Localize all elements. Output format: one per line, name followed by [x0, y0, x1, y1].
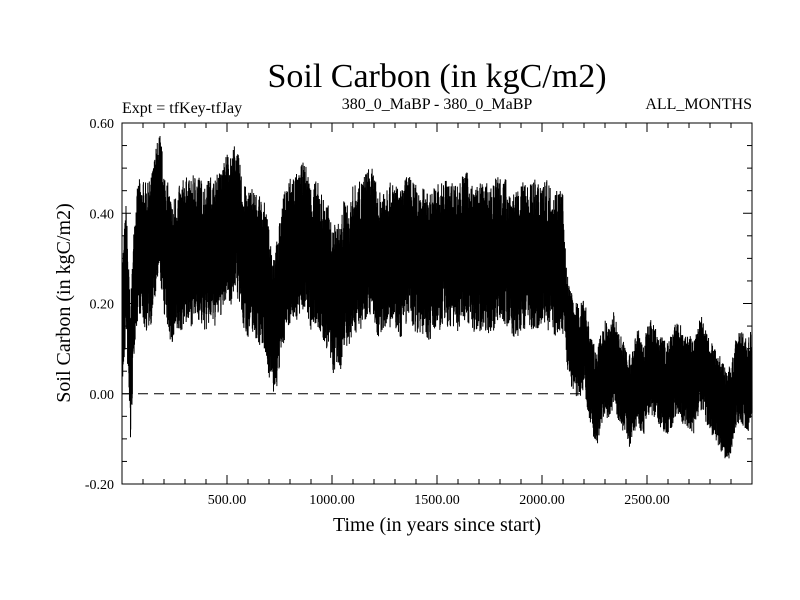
x-tick-label: 500.00 — [208, 493, 247, 508]
y-tick-label: -0.20 — [85, 478, 114, 493]
chart-title: Soil Carbon (in kgC/m2) — [267, 58, 606, 95]
y-tick-label: 0.60 — [90, 117, 115, 132]
chart-subtitle-center: 380_0_MaBP - 380_0_MaBP — [342, 96, 533, 113]
chart-subtitle-left: Expt = tfKey-tfJay — [122, 100, 242, 117]
x-tick-label: 2000.00 — [519, 493, 565, 508]
plot-area: 500.00 1000.00 1500.00 2000.00 2500.00 -0.20 0… — [85, 117, 753, 508]
x-tick-label: 1500.00 — [414, 493, 460, 508]
y-tick-label: 0.40 — [90, 207, 115, 222]
x-tick-label: 2500.00 — [624, 493, 670, 508]
series-layer — [121, 135, 753, 459]
y-tick-label: 0.00 — [90, 388, 115, 403]
x-tick-label: 1000.00 — [309, 493, 355, 508]
x-axis-label: Time (in years since start) — [333, 514, 541, 536]
series-line — [121, 135, 753, 459]
y-axis-label: Soil Carbon (in kgC/m2) — [53, 203, 75, 402]
y-tick-label: 0.20 — [90, 298, 115, 313]
chart-subtitle-right: ALL_MONTHS — [645, 96, 752, 113]
ticks-layer: 500.00 1000.00 1500.00 2000.00 2500.00 -0.20 0… — [85, 117, 752, 508]
